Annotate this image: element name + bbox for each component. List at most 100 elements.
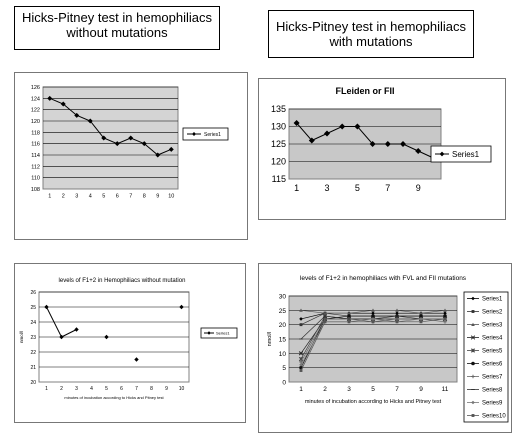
legend-label: Series2 xyxy=(482,310,503,316)
legend-marker xyxy=(471,374,475,379)
y-tick-label: 118 xyxy=(31,130,40,136)
data-point xyxy=(299,308,303,312)
legend-box xyxy=(463,291,509,423)
data-point xyxy=(395,320,399,324)
data-point xyxy=(101,135,107,141)
legend-marker xyxy=(207,331,211,335)
data-point xyxy=(324,130,330,137)
y-tick-label: 25 xyxy=(279,308,287,315)
data-point xyxy=(104,334,109,340)
data-point xyxy=(128,135,134,141)
y-tick-label: 25 xyxy=(30,305,36,311)
legend-marker xyxy=(471,322,475,326)
series-line xyxy=(49,97,172,156)
x-tick-label: 9 xyxy=(416,183,421,193)
x-tick-label: 10 xyxy=(168,194,174,200)
x-tick-label: 6 xyxy=(116,194,119,200)
y-tick-label: 135 xyxy=(271,104,286,114)
data-point xyxy=(293,120,300,126)
data-point xyxy=(415,148,422,154)
data-point xyxy=(47,95,53,101)
data-point xyxy=(419,320,423,324)
y-tick-label: 114 xyxy=(31,153,40,159)
chart-4-svg: 0 5 10 15 20 25 30 1 2 3 5 7 9 11 levels of F1+2 in he… xyxy=(267,275,509,423)
chart-panel-4: 0 5 10 15 20 25 30 1 2 3 5 7 9 11 levels of F1+2 in he… xyxy=(258,263,512,433)
data-point xyxy=(44,304,49,310)
x-tick-label: 9 xyxy=(156,194,159,200)
x-tick-label: 5 xyxy=(102,194,105,200)
x-tick-label: 8 xyxy=(143,194,146,200)
x-tick-label: 6 xyxy=(120,386,123,392)
data-point xyxy=(114,141,120,147)
legend-label: Series1 xyxy=(452,150,480,159)
chart-title: levels of F1+2 in Hemophiliacs without m… xyxy=(59,278,186,284)
x-tick-label: 8 xyxy=(150,386,153,392)
x-tick-label: 11 xyxy=(442,386,449,393)
x-axis-label: minutes of incubation according to Hicks… xyxy=(64,395,164,400)
data-point xyxy=(299,369,303,372)
data-point xyxy=(141,141,147,147)
legend-marker xyxy=(471,400,475,405)
y-tick-label: 20 xyxy=(30,380,36,386)
legend-label: Series7 xyxy=(482,375,503,381)
y-tick-label: 21 xyxy=(30,365,36,371)
title-left-text: Hicks-Pitney test in hemophiliacs withou… xyxy=(21,10,213,40)
x-tick-label: 7 xyxy=(385,183,390,193)
data-point xyxy=(59,334,64,340)
x-tick-label: 5 xyxy=(105,386,108,392)
x-tick-label: 4 xyxy=(90,386,93,392)
x-tick-label: 9 xyxy=(165,386,168,392)
title-right-box: Hicks-Pitney test in hemophiliacs with m… xyxy=(268,10,474,58)
legend-label: Series4 xyxy=(482,336,503,342)
data-point xyxy=(443,317,447,321)
y-tick-label: 24 xyxy=(30,320,36,326)
x-tick-label: 2 xyxy=(62,194,65,200)
y-tick-label: 108 xyxy=(31,187,40,193)
x-tick-label: 9 xyxy=(419,386,423,393)
data-point xyxy=(347,314,351,318)
legend-box xyxy=(430,145,492,163)
x-tick-label: 2 xyxy=(60,386,63,392)
x-tick-label: 1 xyxy=(294,183,299,193)
data-point xyxy=(299,323,303,327)
y-tick-label: 116 xyxy=(31,142,40,148)
data-point xyxy=(354,123,361,130)
data-point xyxy=(155,152,161,158)
y-axis-label: nmol/l xyxy=(267,332,273,347)
data-point xyxy=(298,351,304,356)
y-tick-label: 112 xyxy=(31,164,40,170)
y-tick-label: 0 xyxy=(282,380,286,387)
x-tick-label: 1 xyxy=(45,386,48,392)
data-point xyxy=(371,314,375,318)
data-point xyxy=(60,101,66,107)
y-tick-label: 10 xyxy=(279,351,287,358)
chart-title: FLeiden or FII xyxy=(335,86,394,96)
data-point xyxy=(395,308,399,312)
y-tick-label: 126 xyxy=(31,85,40,91)
data-point xyxy=(179,304,184,310)
data-point xyxy=(339,123,346,130)
legend-label: Series1 xyxy=(216,331,230,336)
y-tick-label: 125 xyxy=(271,139,286,149)
title-right-text: Hicks-Pitney test in hemophiliacs with m… xyxy=(275,19,467,49)
x-tick-label: 3 xyxy=(75,194,78,200)
y-tick-label: 15 xyxy=(279,337,287,344)
chart-1-svg: 108 110 112 114 116 118 120 122 124 126 1 2 3 4 5 6 7 8 9 1… xyxy=(31,85,229,200)
y-tick-label: 120 xyxy=(271,157,286,167)
data-point xyxy=(384,141,391,147)
data-point xyxy=(308,137,315,144)
x-tick-label: 3 xyxy=(347,386,351,393)
x-tick-label: 2 xyxy=(323,386,327,393)
data-point xyxy=(74,327,79,332)
legend-label: Series5 xyxy=(482,349,503,355)
chart-title: levels of F1+2 in hemophiliacs with FVL … xyxy=(300,275,467,282)
data-point xyxy=(168,146,174,152)
series-line xyxy=(61,329,77,338)
y-tick-label: 30 xyxy=(279,294,287,301)
title-left-box: Hicks-Pitney test in hemophiliacs withou… xyxy=(14,6,220,50)
x-tick-label: 5 xyxy=(371,386,375,393)
x-tick-label: 1 xyxy=(48,194,51,200)
y-tick-label: 23 xyxy=(30,335,36,341)
legend-marker xyxy=(471,361,475,366)
